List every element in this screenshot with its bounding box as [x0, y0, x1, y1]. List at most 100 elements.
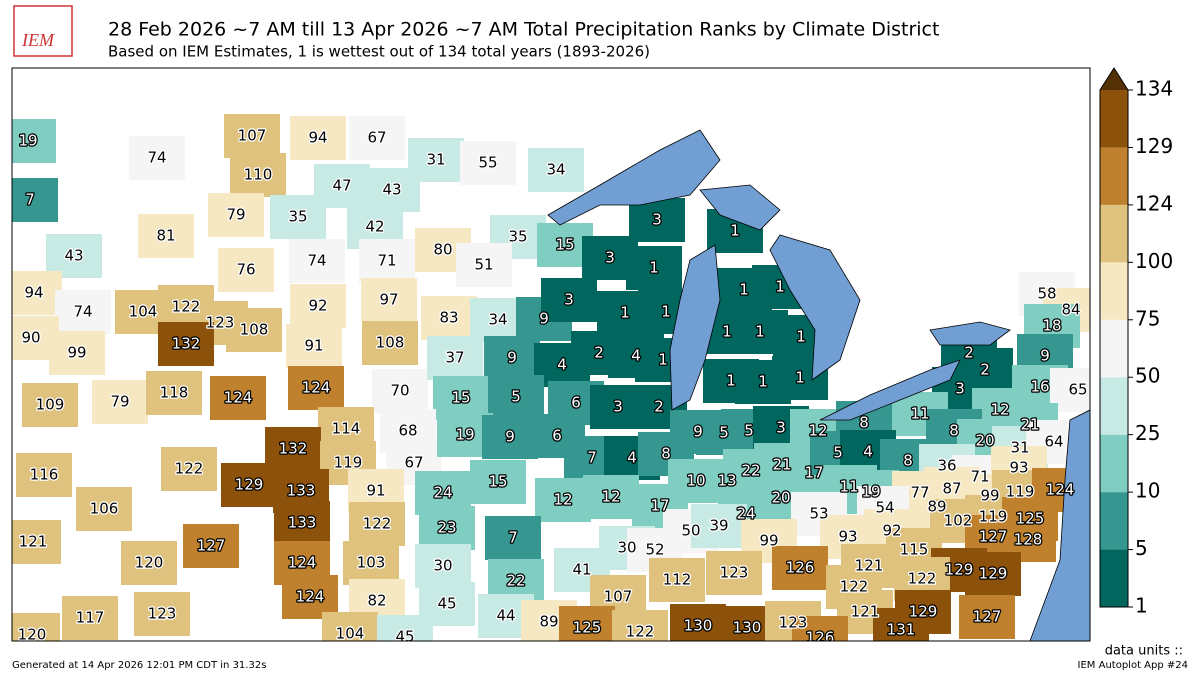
district-label: 87	[942, 480, 961, 498]
district	[274, 501, 330, 545]
district-label: 89	[927, 498, 946, 516]
district	[76, 487, 132, 531]
district-label: 129	[235, 476, 264, 494]
district	[218, 248, 274, 292]
district-label: 17	[804, 464, 823, 482]
district-label: 107	[238, 127, 267, 145]
district-label: 5	[719, 424, 729, 442]
district-label: 93	[838, 528, 857, 546]
lake-superior	[547, 129, 781, 231]
colorbar-bin	[1100, 377, 1128, 435]
district-label: 93	[1009, 459, 1028, 477]
district-label: 3	[652, 211, 662, 229]
subtitle: Based on IEM Estimates, 1 is wettest out…	[108, 43, 650, 61]
district-label: 125	[573, 619, 602, 637]
district-label: 121	[19, 533, 48, 551]
district-label: 51	[474, 256, 493, 274]
colorbar-bin	[1100, 319, 1128, 378]
district	[792, 616, 848, 641]
district-label: 92	[882, 522, 901, 540]
district	[359, 239, 415, 283]
district-label: 1	[795, 369, 805, 387]
district-label: 127	[197, 537, 226, 555]
colorbar-bin	[1100, 204, 1128, 263]
district-label: 43	[382, 181, 401, 199]
district	[362, 321, 418, 365]
district	[138, 214, 194, 258]
district-label: 122	[363, 515, 392, 533]
colorbar-bin	[1100, 147, 1128, 205]
district-label: 4	[863, 443, 873, 461]
district-label: 130	[684, 617, 713, 635]
district	[343, 541, 399, 585]
district	[161, 447, 217, 491]
district-label: 71	[970, 468, 989, 486]
district-label: 41	[572, 561, 591, 579]
colorbar-bin	[1100, 90, 1128, 148]
district-label: 129	[945, 561, 974, 579]
district-label: 112	[663, 571, 692, 589]
district	[649, 558, 705, 602]
ocean	[1029, 409, 1090, 641]
district-label: 19	[861, 483, 880, 501]
district	[772, 546, 828, 590]
district	[485, 516, 541, 560]
district-label: 117	[76, 609, 105, 627]
district-label: 4	[631, 347, 641, 365]
district-label: 44	[496, 607, 515, 625]
district-label: 124	[224, 389, 253, 407]
district-label: 24	[736, 505, 755, 523]
district-label: 36	[937, 457, 956, 475]
district-label: 19	[455, 426, 474, 444]
district	[427, 336, 483, 380]
district-label: 129	[979, 565, 1008, 583]
district-label: 1	[649, 259, 659, 277]
colorbar: 1 5 10 25 50 75 100 124 129 134	[1099, 67, 1173, 618]
district-label: 47	[332, 177, 351, 195]
district	[92, 380, 148, 424]
district-label: 1	[739, 281, 749, 299]
district	[158, 322, 214, 366]
district-label: 67	[367, 129, 386, 147]
district-label: 109	[36, 396, 65, 414]
district-label: 20	[975, 432, 994, 450]
district-label: 13	[717, 472, 736, 490]
district-label: 74	[73, 303, 92, 321]
district	[528, 148, 584, 192]
district-label: 126	[786, 559, 815, 577]
colorbar-tick-label: 1	[1135, 594, 1148, 618]
district	[421, 296, 477, 340]
district-label: 12	[601, 488, 620, 506]
district	[288, 366, 344, 410]
district	[12, 271, 62, 315]
district	[433, 376, 489, 420]
district-label: 1	[758, 373, 768, 391]
district-label: 132	[172, 335, 201, 353]
district-label: 11	[839, 478, 858, 496]
district	[224, 114, 280, 158]
district-label: 89	[539, 613, 558, 631]
lake-ontario	[929, 321, 1011, 346]
district-label: 114	[332, 420, 361, 438]
district-label: 122	[840, 578, 869, 596]
lake-erie	[819, 359, 961, 421]
district-label: 9	[507, 349, 517, 367]
district-label: 91	[304, 337, 323, 355]
district	[12, 119, 56, 163]
district-label: 99	[759, 532, 778, 550]
district-label: 76	[236, 261, 255, 279]
district-label: 92	[308, 297, 327, 315]
district-label: 8	[903, 452, 913, 470]
colorbar-tick-label: 5	[1135, 536, 1148, 560]
colorbar-bin	[1100, 492, 1128, 550]
district-label: 4	[627, 449, 637, 467]
district-label: 94	[308, 129, 327, 147]
district-label: 104	[129, 303, 158, 321]
district	[612, 610, 668, 641]
district	[691, 504, 747, 548]
district	[349, 116, 405, 160]
district	[419, 506, 475, 550]
district-label: 119	[1006, 483, 1035, 501]
district-label: 119	[979, 508, 1008, 526]
district-label: 30	[433, 557, 452, 575]
